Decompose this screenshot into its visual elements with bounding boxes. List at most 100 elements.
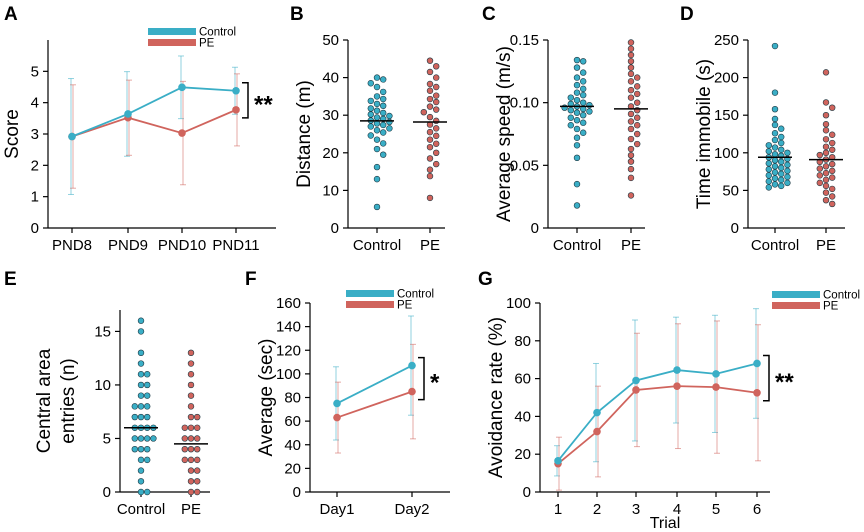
scatter-point-control <box>765 172 772 179</box>
y-axis-title: Distance (m) <box>294 80 315 188</box>
scatter-point-control <box>586 101 593 109</box>
y-tick-label: 0 <box>103 484 111 501</box>
scatter-point-pe <box>187 456 195 464</box>
data-point-control <box>408 361 416 370</box>
scatter-point-pe <box>828 146 836 153</box>
scatter-point-control <box>579 85 587 93</box>
scatter-point-pe <box>627 110 635 118</box>
data-point-control <box>712 370 720 378</box>
scatter-point-pe <box>822 196 830 204</box>
scatter-point-pe <box>633 130 641 138</box>
scatter-point-pe <box>822 149 830 157</box>
scatter-point-control <box>567 122 574 129</box>
scatter-point-pe <box>633 122 641 129</box>
scatter-point-pe <box>633 83 641 90</box>
scatter-point-pe <box>420 108 427 116</box>
scatter-point-control <box>373 127 381 134</box>
scatter-point-pe <box>816 165 823 172</box>
scatter-point-pe <box>627 39 635 46</box>
x-tick-label: PE <box>181 501 201 518</box>
scatter-point-control <box>765 166 772 173</box>
y-tick-label: 10 <box>322 182 339 199</box>
scatter-point-control <box>373 163 381 171</box>
scatter-point-pe <box>433 125 440 132</box>
x-axis-title: Trial <box>650 515 681 532</box>
scatter-point-pe <box>816 151 823 159</box>
scatter-point-pe <box>426 68 434 76</box>
scatter-point-control <box>771 136 779 144</box>
y-tick-label: 0 <box>31 220 39 237</box>
scatter-point-control <box>777 139 785 147</box>
y-tick-label: 140 <box>276 319 301 336</box>
scatter-point-pe <box>194 445 201 453</box>
scatter-point-control <box>567 114 574 121</box>
y-axis-title: Central area entries (n) <box>34 348 79 453</box>
scatter-point-pe <box>627 70 635 78</box>
data-point-pe <box>178 129 186 137</box>
x-tick-label: PND11 <box>212 237 259 254</box>
data-point-control <box>178 83 186 92</box>
scatter-point-control <box>144 381 151 389</box>
scatter-point-control <box>137 413 145 421</box>
scatter-point-control <box>144 445 151 453</box>
scatter-point-pe <box>181 445 189 453</box>
scatter-point-pe <box>187 403 195 410</box>
scatter-point-pe <box>181 435 189 442</box>
scatter-point-control <box>380 151 387 158</box>
scatter-point-control <box>144 435 151 442</box>
scatter-point-pe <box>822 136 830 143</box>
scatter-point-control <box>373 175 381 183</box>
scatter-point-pe <box>822 127 830 134</box>
data-point-control <box>68 132 76 141</box>
y-tick-label: 0 <box>531 220 539 237</box>
scatter-point-control <box>373 100 381 108</box>
scatter-point-pe <box>816 172 823 179</box>
scatter-point-control <box>386 125 393 132</box>
panel-f: F 0 20 40 60 80 100 120 140 160 Day1 Day2 Average (s… <box>245 269 450 518</box>
legend-swatch-pe <box>346 301 394 308</box>
x-tick-label: Day1 <box>319 501 354 518</box>
scatter-point-control <box>137 392 145 399</box>
y-tick-label: 0.10 <box>510 95 539 112</box>
y-tick-label: 250 <box>714 32 739 49</box>
scatter-point-pe <box>187 424 195 431</box>
scatter-point-pe <box>822 69 830 76</box>
scatter-point-control <box>373 107 381 114</box>
scatter-point-pe <box>633 99 641 106</box>
scatter-point-pe <box>187 478 195 485</box>
scatter-point-pe <box>627 158 635 165</box>
scatter-point-control <box>373 74 381 81</box>
panel-letter: E <box>4 269 17 290</box>
scatter-point-pe <box>426 57 434 64</box>
scatter-point-control <box>573 134 581 141</box>
y-tick-label: 0.15 <box>510 32 539 49</box>
scatter-point-pe <box>426 166 434 173</box>
y-tick-label: 50 <box>322 32 339 49</box>
scatter-point-control <box>137 371 145 378</box>
scatter-point-control <box>380 140 387 147</box>
legend-swatch-pe <box>148 39 196 46</box>
scatter-point-pe <box>426 80 434 88</box>
significance-marker: * <box>430 370 440 397</box>
data-point-control <box>753 359 761 368</box>
scatter-point-control <box>771 115 779 123</box>
y-tick-label: 100 <box>506 295 531 312</box>
data-point-control <box>673 366 681 374</box>
scatter-point-control <box>567 106 574 114</box>
scatter-point-pe <box>426 87 434 94</box>
y-tick-label: 20 <box>514 446 531 463</box>
scatter-point-pe <box>187 445 195 453</box>
scatter-point-pe <box>828 104 836 111</box>
scatter-point-pe <box>627 135 635 143</box>
scatter-point-control <box>579 91 587 99</box>
scatter-point-control <box>579 69 587 76</box>
scatter-point-pe <box>426 103 434 110</box>
scatter-point-pe <box>828 131 836 138</box>
x-tick-label: PND10 <box>158 237 206 254</box>
scatter-point-pe <box>633 140 641 148</box>
scatter-point-control <box>380 129 387 136</box>
scatter-point-control <box>131 435 139 442</box>
scatter-point-pe <box>433 117 440 125</box>
scatter-point-control <box>579 99 587 106</box>
